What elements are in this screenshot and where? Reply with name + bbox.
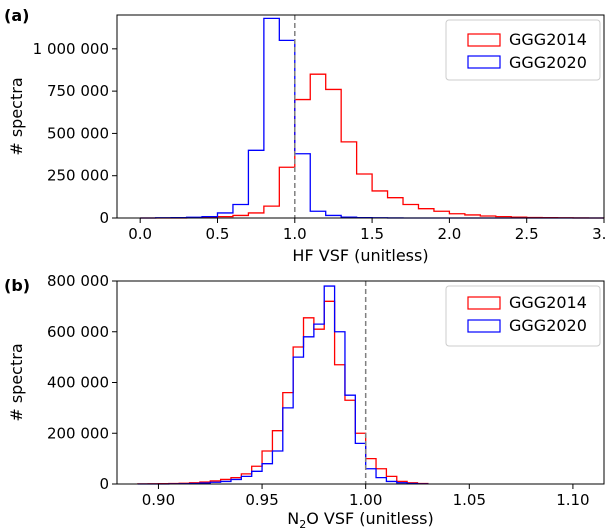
panel-a-legend: GGG2014 GGG2020 [445, 19, 601, 81]
panel-b-legend: GGG2014 GGG2020 [445, 285, 601, 347]
panel-b-y-ticks: 0 200 000 400 000 600 000 800 000 [47, 272, 117, 493]
panel-b-x-tick-label: 1.00 [349, 491, 382, 509]
panel-b-x-tick-label: 1.10 [556, 491, 589, 509]
panel-a-y-axis-label: # spectra [7, 77, 26, 155]
panel-a-series-ggg2014 [140, 73, 605, 219]
panel-a-x-tick-label: 0.5 [206, 225, 230, 243]
panel-a-y-tick-label: 500 000 [47, 124, 109, 142]
panel-a-legend-swatch-ggg2020 [467, 55, 501, 69]
panel-b-legend-box [445, 285, 601, 347]
panel-b-legend-swatch-ggg2014 [467, 296, 501, 310]
panel-b-series-ggg2020 [137, 285, 429, 485]
panel-b-y-tick-label: 800 000 [47, 272, 109, 290]
panel-a-x-tick-label: 1.0 [283, 225, 307, 243]
panel-b-plot-area [137, 281, 429, 485]
panel-b-legend-label-ggg2020: GGG2020 [509, 316, 587, 335]
panel-a-x-tick-label: 3.0 [592, 225, 606, 243]
panel-b-x-axis-label-suffix: O VSF (unitless) [306, 509, 434, 528]
panel-a-x-tick-label: 2.0 [437, 225, 461, 243]
panel-a-x-tick-label: 2.5 [515, 225, 539, 243]
panel-a-legend-label-ggg2020: GGG2020 [509, 53, 587, 72]
panel-b-series-ggg2014 [137, 300, 429, 485]
panel-b-y-tick-label: 600 000 [47, 323, 109, 341]
panel-a-x-ticks: 0.0 0.5 1.0 1.5 2.0 2.5 3.0 [128, 218, 606, 243]
panel-a-legend-swatch-ggg2014 [467, 33, 501, 47]
panel-b-legend-label-ggg2014: GGG2014 [509, 293, 587, 312]
panel-a-x-tick-label: 1.5 [360, 225, 384, 243]
panel-b-x-tick-label: 0.90 [142, 491, 175, 509]
panel-b-x-axis-label-prefix: N [287, 509, 299, 528]
panel-b-x-axis-label: N2O VSF (unitless) [287, 509, 433, 528]
panel-a-y-tick-label: 250 000 [47, 167, 109, 185]
panel-b-x-axis-label-subscript: 2 [299, 518, 306, 528]
panel-b-y-tick-label: 200 000 [47, 424, 109, 442]
panel-b: (b) 0.90 0.95 1.00 1.05 1.10 0 200 000 400 000… [4, 272, 605, 528]
panel-a-y-tick-label: 0 [99, 209, 109, 227]
panel-b-x-ticks: 0.90 0.95 1.00 1.05 1.10 [142, 484, 590, 509]
panel-a-label: (a) [4, 6, 29, 25]
panel-b-x-tick-label: 1.05 [453, 491, 486, 509]
panel-a: (a) 0.0 0.5 1.0 1.5 2.0 2.5 3.0 0 250 000 500 00… [4, 6, 606, 265]
panel-b-y-axis-label: # spectra [7, 343, 26, 421]
panel-a-x-axis-label: HF VSF (unitless) [292, 246, 428, 265]
panel-b-x-tick-label: 0.95 [245, 491, 278, 509]
panel-a-y-ticks: 0 250 000 500 000 750 000 1 000 000 [33, 40, 117, 227]
panel-b-y-tick-label: 400 000 [47, 374, 109, 392]
panel-a-x-tick-label: 0.0 [128, 225, 152, 243]
panel-b-legend-swatch-ggg2020 [467, 319, 501, 333]
panel-b-y-tick-label: 0 [99, 475, 109, 493]
panel-a-y-tick-label: 750 000 [47, 82, 109, 100]
panel-a-legend-label-ggg2014: GGG2014 [509, 30, 587, 49]
panel-a-legend-box [445, 19, 601, 81]
panel-a-frame [116, 14, 605, 219]
panel-b-label: (b) [4, 276, 30, 295]
panel-a-y-tick-label: 1 000 000 [33, 40, 109, 58]
